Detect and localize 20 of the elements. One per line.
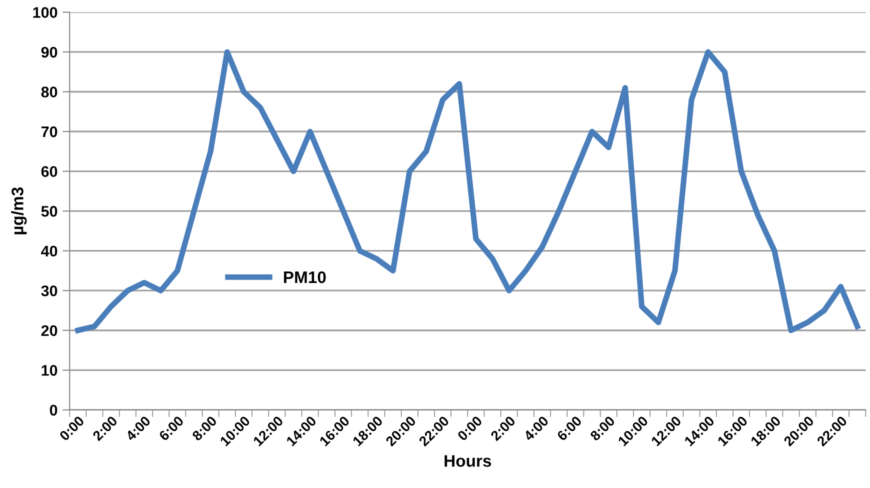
- y-tick-label: 0: [50, 404, 58, 416]
- y-tick-label: 40: [41, 246, 58, 257]
- y-tick-label: 60: [41, 166, 58, 177]
- x-tick-label: 0:00: [456, 415, 483, 442]
- x-tick-label: 4:00: [523, 415, 550, 442]
- legend-label: PM10: [284, 271, 326, 284]
- y-tick-label: 80: [41, 86, 58, 98]
- y-tick-label: 70: [41, 126, 58, 138]
- y-tick-label: 30: [41, 285, 58, 296]
- y-axis-title: µg/m3: [11, 187, 27, 234]
- x-tick-label: 6:00: [556, 415, 582, 442]
- y-tick-label: 100: [33, 7, 58, 18]
- y-tick-label: 50: [41, 206, 58, 217]
- x-tick-label: 0:00: [58, 415, 85, 442]
- y-tick-label: 10: [42, 365, 58, 376]
- x-tick-label: 6:00: [158, 415, 184, 442]
- x-axis-title: Hours: [444, 455, 492, 467]
- y-tick-label: 20: [41, 325, 58, 336]
- x-tick-label: 4:00: [124, 415, 152, 442]
- y-tick-label: 90: [41, 46, 58, 58]
